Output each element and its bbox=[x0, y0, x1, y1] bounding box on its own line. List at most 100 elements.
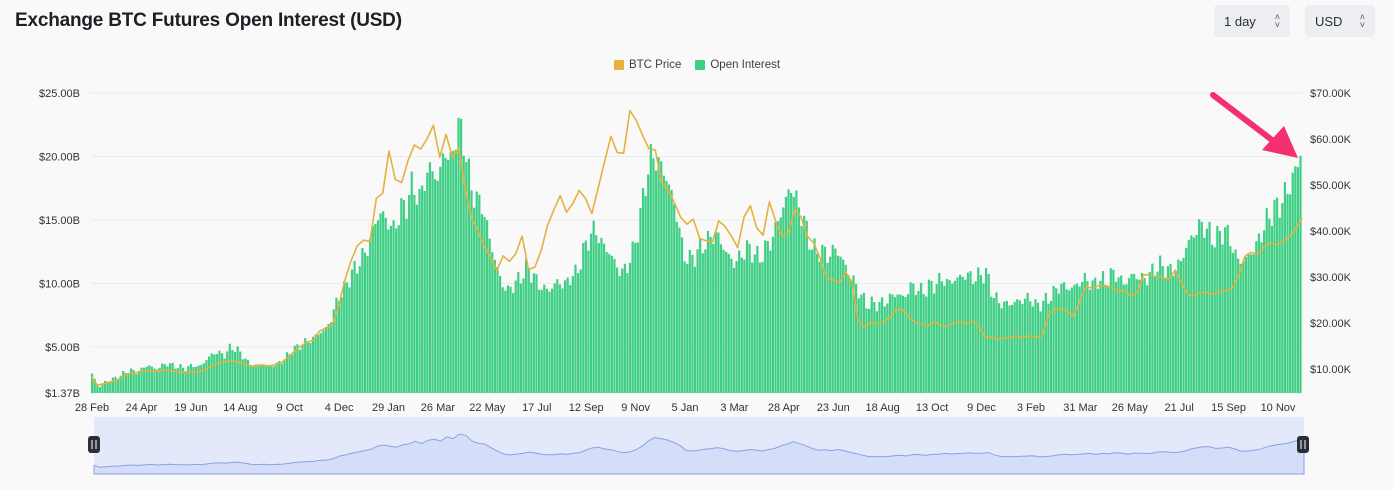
open-interest-bar bbox=[1148, 272, 1151, 393]
open-interest-bar bbox=[306, 342, 309, 393]
x-tick-label: 10 Nov bbox=[1261, 402, 1296, 414]
open-interest-bar bbox=[644, 195, 647, 393]
open-interest-bar bbox=[1231, 252, 1235, 393]
open-interest-bar bbox=[600, 237, 603, 393]
interval-select-label: 1 day bbox=[1224, 13, 1256, 29]
open-interest-bar bbox=[462, 155, 465, 393]
open-interest-bar bbox=[1010, 304, 1014, 393]
open-interest-bar bbox=[818, 261, 821, 393]
open-interest-bar bbox=[943, 285, 946, 393]
open-interest-bar bbox=[1211, 244, 1214, 393]
open-interest-bar bbox=[192, 366, 195, 393]
open-interest-bar bbox=[1260, 242, 1263, 393]
open-interest-bar bbox=[1117, 277, 1120, 393]
open-interest-bar bbox=[161, 363, 164, 393]
interval-select[interactable]: 1 day ˄ ˅ bbox=[1214, 5, 1290, 37]
open-interest-bar bbox=[1174, 270, 1177, 393]
open-interest-bar bbox=[207, 356, 211, 393]
open-interest-bar bbox=[148, 365, 151, 393]
navigator-series bbox=[93, 433, 1305, 475]
open-interest-bar bbox=[330, 322, 333, 393]
open-interest-bar bbox=[519, 283, 522, 393]
open-interest-bar bbox=[358, 266, 361, 393]
open-interest-bar bbox=[1120, 275, 1123, 393]
open-interest-bar bbox=[480, 214, 484, 393]
open-interest-bar bbox=[1164, 278, 1167, 393]
chart-legend: BTC Price Open Interest bbox=[0, 59, 1394, 71]
open-interest-bar bbox=[1265, 208, 1268, 393]
open-interest-bar bbox=[764, 240, 767, 393]
open-interest-bar bbox=[413, 194, 416, 393]
open-interest-bar bbox=[179, 364, 182, 393]
open-interest-bar bbox=[592, 220, 595, 393]
open-interest-bar bbox=[259, 364, 263, 393]
open-interest-bar bbox=[823, 246, 827, 393]
currency-select[interactable]: USD ˄ ˅ bbox=[1305, 5, 1375, 37]
open-interest-bar bbox=[129, 368, 133, 393]
open-interest-bar bbox=[605, 252, 608, 393]
open-interest-bar bbox=[738, 250, 741, 393]
open-interest-bar bbox=[881, 297, 884, 393]
open-interest-bar bbox=[491, 252, 494, 393]
open-interest-bar bbox=[813, 238, 816, 393]
open-interest-bar bbox=[1034, 299, 1037, 393]
open-interest-bar bbox=[1003, 301, 1006, 393]
open-interest-bar bbox=[969, 271, 972, 393]
open-interest-bar bbox=[135, 374, 138, 393]
open-interest-bar bbox=[922, 294, 925, 393]
open-interest-bar bbox=[340, 297, 343, 393]
open-interest-bar bbox=[384, 217, 387, 393]
open-interest-bar bbox=[418, 188, 421, 393]
open-interest-bar bbox=[556, 279, 559, 393]
legend-item-open-interest[interactable]: Open Interest bbox=[695, 59, 780, 71]
open-interest-bar bbox=[301, 344, 304, 393]
open-interest-bar bbox=[1047, 303, 1050, 393]
open-interest-bar bbox=[1130, 273, 1133, 393]
open-interest-bar bbox=[447, 159, 450, 393]
open-interest-bar bbox=[1023, 298, 1027, 393]
legend-label-open-interest: Open Interest bbox=[710, 59, 781, 71]
open-interest-bar bbox=[353, 261, 356, 393]
open-interest-bar bbox=[904, 297, 907, 393]
open-interest-bar bbox=[296, 344, 299, 393]
open-interest-bar bbox=[1299, 155, 1302, 393]
open-interest-bar bbox=[1291, 172, 1294, 393]
open-interest-bar bbox=[888, 293, 892, 393]
open-interest-bar bbox=[782, 207, 785, 393]
navigator-handle-left[interactable] bbox=[88, 436, 100, 453]
open-interest-bar bbox=[966, 272, 969, 393]
open-interest-bar bbox=[511, 293, 515, 393]
open-interest-bar bbox=[680, 237, 684, 393]
open-interest-bar bbox=[753, 254, 756, 393]
x-tick-label: 19 Jun bbox=[174, 402, 207, 414]
open-interest-bar bbox=[683, 261, 686, 393]
open-interest-bar bbox=[249, 366, 252, 393]
open-interest-bar bbox=[1044, 292, 1047, 393]
navigator-handle-right[interactable] bbox=[1297, 436, 1309, 453]
open-interest-bar bbox=[1013, 301, 1016, 393]
y-left-tick-label: $25.00B bbox=[39, 88, 80, 100]
open-interest-bar bbox=[727, 254, 730, 393]
legend-item-btc-price[interactable]: BTC Price bbox=[613, 59, 681, 71]
open-interest-bar bbox=[748, 243, 751, 393]
open-interest-bar bbox=[361, 248, 364, 393]
open-interest-bar bbox=[415, 204, 419, 393]
open-interest-bar bbox=[236, 346, 239, 393]
open-interest-bar bbox=[1008, 305, 1011, 393]
open-interest-bar bbox=[563, 280, 567, 393]
open-interest-bar bbox=[696, 249, 699, 393]
open-interest-bar bbox=[1055, 288, 1058, 393]
open-interest-bar bbox=[288, 354, 291, 393]
open-interest-bar bbox=[280, 363, 283, 393]
open-interest-bar bbox=[293, 345, 296, 393]
open-interest-bar bbox=[140, 367, 143, 393]
legend-swatch-open-interest bbox=[695, 60, 706, 70]
open-interest-bar bbox=[873, 302, 876, 393]
open-interest-bar bbox=[631, 241, 634, 393]
open-interest-bar bbox=[852, 275, 855, 393]
open-interest-bar bbox=[163, 364, 166, 393]
open-interest-bar bbox=[862, 292, 866, 393]
open-interest-bar bbox=[919, 282, 923, 393]
open-interest-bar bbox=[200, 364, 203, 393]
open-interest-bar bbox=[93, 378, 96, 393]
